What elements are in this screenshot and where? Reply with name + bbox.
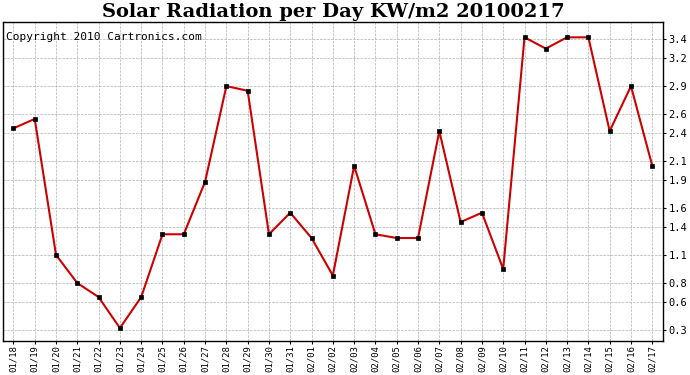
Text: Copyright 2010 Cartronics.com: Copyright 2010 Cartronics.com bbox=[6, 32, 202, 42]
Title: Solar Radiation per Day KW/m2 20100217: Solar Radiation per Day KW/m2 20100217 bbox=[101, 3, 564, 21]
